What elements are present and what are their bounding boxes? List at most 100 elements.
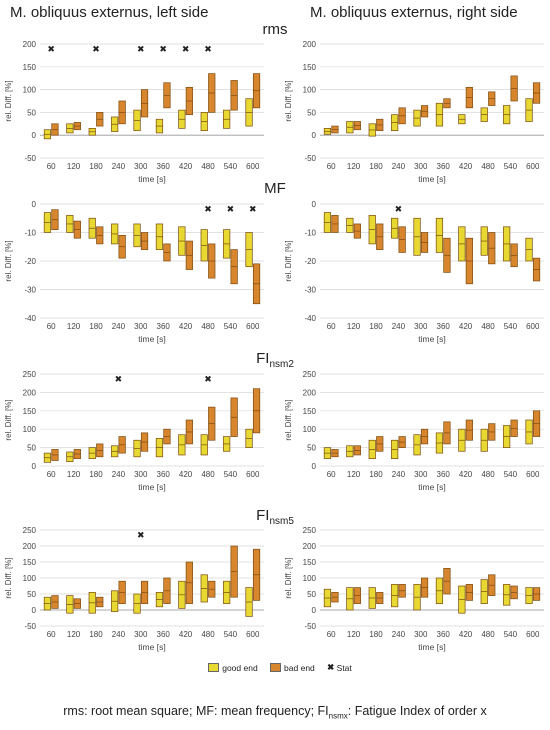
mf-right-xtick-label: 360	[437, 322, 451, 331]
finsm2-right-xtick-label: 540	[504, 470, 518, 479]
left-column-title: M. obliquus externus, left side	[10, 4, 209, 21]
mf-left-ytick-label: -40	[24, 314, 36, 323]
rms-left-ylabel: rel. Diff. [%]	[4, 80, 13, 121]
rms-right-xtick-label: 240	[392, 162, 406, 171]
rms-left-xlabel: time [s]	[138, 174, 165, 184]
row-title-finsm2-main: FI	[256, 350, 270, 367]
finsm2-right-ytick-label: 200	[303, 388, 317, 397]
rms-left-xtick-label: 540	[224, 162, 238, 171]
mf-left-xtick-label: 360	[157, 322, 171, 331]
rms-right-xtick-label: 600	[526, 162, 540, 171]
finsm2-left-stat-marker: ✖	[204, 375, 212, 385]
mf-right-xtick-label: 240	[392, 322, 406, 331]
mf-right-xtick-label: 60	[327, 322, 336, 331]
legend-stat-label: Stat	[336, 662, 352, 673]
rms-left-xtick-label: 600	[246, 162, 260, 171]
mf-right-xtick-label: 600	[526, 322, 540, 331]
finsm2-right-ytick-label: 150	[303, 407, 317, 416]
finsm5-right-xtick-label: 360	[437, 630, 451, 639]
mf-left-xtick-label: 60	[47, 322, 56, 331]
mf-right-stat-marker: ✖	[395, 205, 403, 215]
finsm5-left-ylabel: rel. Diff. [%]	[4, 557, 13, 598]
row-title-finsm2: FInsm2	[0, 350, 550, 370]
mf-left-xtick-label: 180	[89, 322, 103, 331]
mf-left-ytick-label: 0	[32, 200, 37, 209]
chart-finsm5-left: -50 0 50 100 150 200 250 rel. Diff. [%] 60 120 180…	[4, 526, 264, 652]
legend-good-label: good end	[222, 662, 258, 673]
mf-left-xtick-label: 420	[179, 322, 193, 331]
legend-bad-label: bad end	[284, 662, 315, 673]
chart-rms-right: -50 0 50 100 150 200 rel. Diff. [%] 60 120 180 240…	[284, 40, 544, 184]
rms-left-xtick-label: 60	[47, 162, 56, 171]
mf-left-xtick-label: 300	[134, 322, 148, 331]
chart-mf-left: -40 -30 -20 -10 0 rel. Diff. [%] 60 120 180 240 30…	[4, 200, 264, 344]
rms-right-xtick-label: 540	[504, 162, 518, 171]
finsm2-right-ylabel: rel. Diff. [%]	[284, 399, 293, 440]
rms-left-ytick-label: -50	[24, 154, 36, 163]
finsm5-right-ytick-label: 50	[307, 590, 316, 599]
footnote-sub: nsmx	[328, 711, 348, 721]
rms-right-ytick-label: 100	[303, 86, 317, 95]
row-title-mf: MF	[0, 180, 550, 200]
mf-left-xtick-label: 240	[112, 322, 126, 331]
finsm5-right-ylabel: rel. Diff. [%]	[284, 557, 293, 598]
finsm2-right-xtick-label: 420	[459, 470, 473, 479]
rms-left-stat-marker: ✖	[137, 45, 145, 55]
rms-right-xtick-label: 360	[437, 162, 451, 171]
mf-right-ylabel: rel. Diff. [%]	[284, 240, 293, 281]
finsm5-right-ytick-label: 0	[312, 606, 317, 615]
mf-left-xtick-label: 480	[201, 322, 215, 331]
row-title-rms-main: rms	[262, 21, 288, 38]
mf-left-ytick-label: -10	[24, 229, 36, 238]
rms-left-stat-marker: ✖	[47, 45, 55, 55]
rms-right-xlabel: time [s]	[418, 174, 445, 184]
mf-left-stat-marker: ✖	[227, 205, 235, 215]
legend-good-swatch	[208, 663, 220, 673]
rms-left-stat-marker: ✖	[204, 45, 212, 55]
rms-right-ytick-label: 50	[307, 108, 316, 117]
finsm5-left-xtick-label: 540	[224, 630, 238, 639]
footnote-part1: rms: root mean square; MF: mean frequenc…	[63, 704, 329, 718]
mf-left-xtick-label: 540	[224, 322, 238, 331]
rms-left-xtick-label: 180	[89, 162, 103, 171]
row-title-finsm2-sub: nsm2	[269, 359, 294, 370]
finsm2-right-xtick-label: 180	[369, 470, 383, 479]
rms-right-xtick-label: 420	[459, 162, 473, 171]
row-title-rms: rms	[0, 21, 550, 41]
finsm2-left-xtick-label: 600	[246, 470, 260, 479]
rms-left-ytick-label: 150	[23, 63, 37, 72]
finsm2-right-xtick-label: 360	[437, 470, 451, 479]
finsm5-left-ytick-label: 100	[23, 574, 37, 583]
finsm5-right-ytick-label: 200	[303, 542, 317, 551]
finsm2-left-xtick-label: 420	[179, 470, 193, 479]
mf-right-ytick-label: -20	[304, 257, 316, 266]
rms-left-ytick-label: 50	[27, 108, 36, 117]
legend-bad-swatch	[270, 663, 282, 673]
finsm5-left-xtick-label: 600	[246, 630, 260, 639]
finsm5-left-stat-marker: ✖	[137, 531, 145, 541]
finsm2-left-xtick-label: 120	[67, 470, 81, 479]
finsm2-left-ytick-label: 100	[23, 425, 37, 434]
row-title-finsm5: FInsm5	[0, 507, 550, 527]
finsm5-left-ytick-label: 150	[23, 558, 37, 567]
finsm2-left-ylabel: rel. Diff. [%]	[4, 399, 13, 440]
mf-left-stat-marker: ✖	[249, 205, 257, 215]
rms-right-xtick-label: 180	[369, 162, 383, 171]
rms-right-ytick-label: -50	[304, 154, 316, 163]
rms-left-stat-marker: ✖	[92, 45, 100, 55]
finsm5-right-xtick-label: 600	[526, 630, 540, 639]
finsm2-right-xlabel: time [s]	[418, 482, 445, 492]
mf-right-ytick-label: -40	[304, 314, 316, 323]
finsm2-left-xtick-label: 240	[112, 470, 126, 479]
finsm5-right-xlabel: time [s]	[418, 642, 445, 652]
rms-left-xtick-label: 420	[179, 162, 193, 171]
finsm2-right-xtick-label: 600	[526, 470, 540, 479]
finsm5-left-ytick-label: 200	[23, 542, 37, 551]
rms-left-xtick-label: 300	[134, 162, 148, 171]
finsm5-right-xtick-label: 240	[392, 630, 406, 639]
rms-right-xtick-label: 300	[414, 162, 428, 171]
mf-right-xtick-label: 180	[369, 322, 383, 331]
finsm5-left-xtick-label: 240	[112, 630, 126, 639]
rms-right-ylabel: rel. Diff. [%]	[284, 80, 293, 121]
rms-right-xtick-label: 60	[327, 162, 336, 171]
